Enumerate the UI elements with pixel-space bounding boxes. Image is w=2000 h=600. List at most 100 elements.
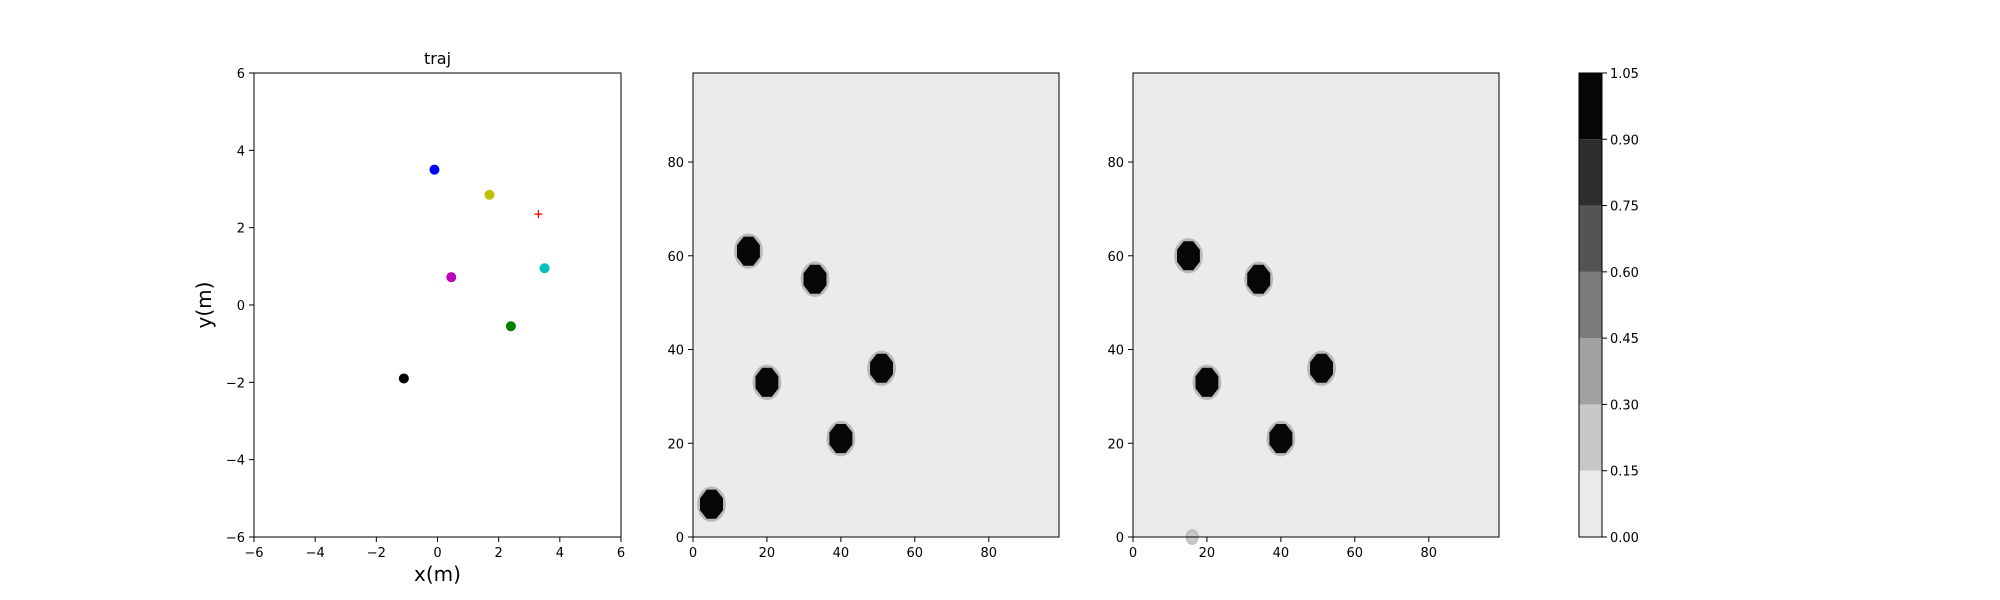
occupancy-map-left: 0 20 40 60 80 0 20 40 60 80 xyxy=(667,72,1060,561)
traj-ylabel: y(m) xyxy=(192,282,216,329)
trajectory-panel: traj −6 −4 −2 0 2 4 6 −6 −4 −2 0 2 4 6 x(m) y(m) xyxy=(192,49,625,586)
colorbar-level-band xyxy=(1579,338,1602,405)
map2-blob-core xyxy=(1247,264,1271,294)
map2-blob-core xyxy=(1177,241,1200,271)
map1-obstacle-blob xyxy=(867,350,896,387)
traj-ticks: −6 −4 −2 0 2 4 6 −6 −4 −2 0 2 4 6 xyxy=(226,67,625,561)
map1-xtick-label: 60 xyxy=(907,546,924,561)
map1-xtick-label: 20 xyxy=(759,546,776,561)
traj-ytick-label: 4 xyxy=(237,144,245,159)
traj-xtick-label: −6 xyxy=(244,546,263,561)
map1-blob-core xyxy=(803,264,827,294)
colorbar-tick-label: 1.05 xyxy=(1610,67,1639,82)
traj-ytick-label: 0 xyxy=(237,299,245,314)
colorbar-level-band xyxy=(1579,139,1602,206)
traj-ytick-label: −2 xyxy=(226,376,245,391)
colorbar-level-band xyxy=(1579,404,1602,471)
map2-blob-core xyxy=(1310,353,1333,383)
traj-frame xyxy=(253,72,622,538)
colorbar-ticks: 0.00 0.15 0.30 0.45 0.60 0.75 0.90 1.05 xyxy=(1602,67,1639,546)
colorbar-tick-label: 0.75 xyxy=(1610,200,1639,215)
agent-point xyxy=(484,189,495,200)
colorbar: 0.00 0.15 0.30 0.45 0.60 0.75 0.90 1.05 xyxy=(1578,67,1639,546)
map2-ytick-label: 40 xyxy=(1107,344,1124,359)
colorbar-level-band xyxy=(1579,271,1602,339)
map2-blobs xyxy=(1174,238,1336,545)
map1-blob-core xyxy=(700,489,723,519)
map2-xtick-label: 20 xyxy=(1199,546,1216,561)
map2-obstacle-blob xyxy=(1266,420,1296,457)
traj-xtick-label: 4 xyxy=(556,546,564,561)
map1-blob-core xyxy=(737,236,760,266)
traj-ytick-label: 6 xyxy=(237,67,245,82)
map1-blob-core xyxy=(755,367,779,397)
map2-obstacle-blob xyxy=(1307,350,1336,387)
map2-blob-core xyxy=(1195,367,1219,397)
colorbar-tick-label: 0.15 xyxy=(1610,465,1639,480)
colorbar-level-band xyxy=(1579,205,1602,272)
map2-obstacle-blob xyxy=(1174,238,1203,274)
map2-xtick-label: 80 xyxy=(1420,546,1437,561)
map2-ytick-label: 0 xyxy=(1116,531,1124,546)
map1-obstacle-blob xyxy=(697,486,726,522)
agent-point xyxy=(505,321,516,332)
map2-ticks: 0 20 40 60 80 0 20 40 60 80 xyxy=(1107,156,1437,561)
traj-xtick-label: −4 xyxy=(306,546,325,561)
map1-ytick-label: 0 xyxy=(676,531,684,546)
agent-point xyxy=(539,263,550,274)
map1-obstacle-blob xyxy=(826,420,856,457)
colorbar-tick-label: 0.60 xyxy=(1610,266,1639,281)
map2-ytick-label: 60 xyxy=(1107,250,1124,265)
map2-xtick-label: 40 xyxy=(1273,546,1290,561)
traj-xtick-label: −2 xyxy=(367,546,386,561)
colorbar-levels xyxy=(1579,73,1602,537)
map2-ytick-label: 20 xyxy=(1107,437,1124,452)
traj-xtick-label: 0 xyxy=(433,546,441,561)
map1-ytick-label: 80 xyxy=(667,156,684,171)
colorbar-tick-label: 0.30 xyxy=(1610,398,1639,413)
traj-ytick-label: −6 xyxy=(226,531,245,546)
traj-ytick-label: 2 xyxy=(237,222,245,237)
traj-ytick-label: −4 xyxy=(226,454,245,469)
traj-xtick-label: 6 xyxy=(617,546,625,561)
map1-blobs xyxy=(697,233,896,522)
colorbar-tick-label: 0.90 xyxy=(1610,133,1639,148)
map1-blob-core xyxy=(829,424,853,454)
map1-ytick-label: 20 xyxy=(667,437,684,452)
map2-frame xyxy=(1132,72,1500,538)
map1-xtick-label: 0 xyxy=(689,546,697,561)
agent-point xyxy=(398,373,409,384)
map2-ytick-label: 80 xyxy=(1107,156,1124,171)
map1-background xyxy=(693,73,1059,537)
map2-xtick-label: 60 xyxy=(1347,546,1364,561)
colorbar-tick-label: 0.45 xyxy=(1610,332,1639,347)
colorbar-level-band xyxy=(1579,73,1602,140)
traj-xlabel: x(m) xyxy=(414,562,461,586)
map1-ticks: 0 20 40 60 80 0 20 40 60 80 xyxy=(667,156,997,561)
map1-obstacle-blob xyxy=(752,364,782,401)
traj-points xyxy=(398,164,550,384)
map1-xtick-label: 40 xyxy=(833,546,850,561)
map1-frame xyxy=(692,72,1060,538)
traj-title: traj xyxy=(424,49,451,68)
map1-ytick-label: 60 xyxy=(667,250,684,265)
agent-point xyxy=(446,272,457,283)
map2-background xyxy=(1133,73,1499,537)
map1-obstacle-blob xyxy=(734,233,763,269)
colorbar-frame xyxy=(1578,72,1603,538)
map1-xtick-label: 80 xyxy=(980,546,997,561)
map1-obstacle-blob xyxy=(800,261,830,297)
map2-obstacle-blob xyxy=(1192,364,1222,401)
colorbar-level-band xyxy=(1579,470,1602,537)
map1-ytick-label: 40 xyxy=(667,344,684,359)
colorbar-tick-label: 0.00 xyxy=(1610,531,1639,546)
goal-plus-marker xyxy=(534,210,543,219)
agent-point xyxy=(429,164,440,175)
map2-xtick-label: 0 xyxy=(1129,546,1137,561)
occupancy-map-right: 0 20 40 60 80 0 20 40 60 80 xyxy=(1107,72,1500,561)
map1-blob-core xyxy=(870,353,893,383)
traj-xtick-label: 2 xyxy=(495,546,503,561)
map2-blob-core xyxy=(1269,424,1293,454)
map2-obstacle-blob xyxy=(1244,261,1274,297)
